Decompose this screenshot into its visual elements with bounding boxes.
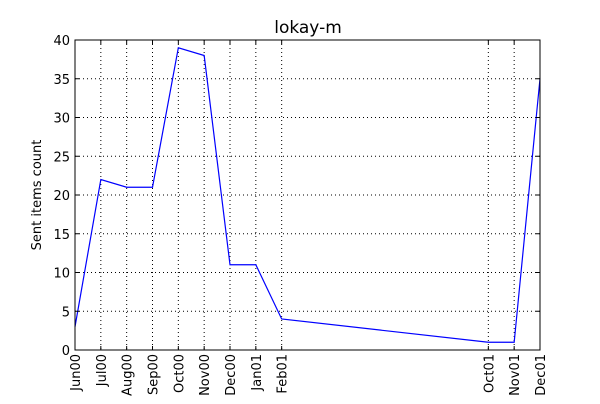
series-line [74,46,541,343]
chart-title: lokay-m [274,18,342,38]
y-tick-label: 10 [53,267,70,282]
x-tick-label: Sep00 [147,354,162,395]
y-axis-label: Sent items count [30,140,45,251]
x-tick-label: Jan01 [250,354,265,392]
series-layer [74,46,541,343]
x-tick-label: Feb01 [276,354,291,394]
axes [74,39,541,351]
x-tick-label: Jul00 [95,354,110,387]
x-tick-label: Nov01 [508,354,523,396]
x-tick-label: Oct00 [172,354,187,393]
x-tick-label: Nov00 [198,354,213,396]
y-tick-label: 20 [53,189,70,204]
y-tick-label: 0 [62,344,70,359]
x-tick-label: Dec00 [224,354,239,396]
y-tick-label: 30 [53,112,70,127]
y-tick-label: 25 [53,150,70,165]
grid-lines [74,39,541,351]
y-tick-label: 35 [53,73,70,88]
tick-labels: Jun00 Jul00 Aug00 Sep00 Oct00 Nov00 Dec00 Jan01… [53,34,549,396]
y-tick-label: 5 [62,305,70,320]
x-tick-label: Aug00 [121,354,136,396]
x-tick-label: Jun00 [69,354,84,392]
y-tick-label: 15 [53,228,70,243]
x-tick-label: Oct01 [482,354,497,393]
x-tick-label: Dec01 [534,354,549,396]
y-tick-label: 40 [53,34,70,49]
